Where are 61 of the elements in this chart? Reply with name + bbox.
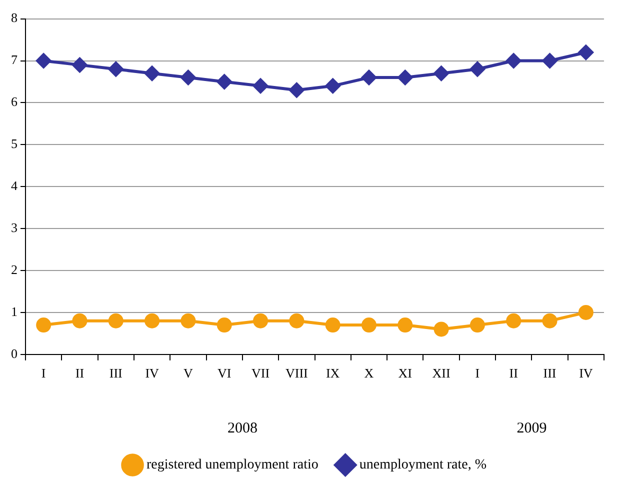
point xyxy=(398,318,413,333)
x-tick-label: I xyxy=(475,366,480,381)
x-tick-label: VIII xyxy=(285,366,308,381)
point xyxy=(36,53,52,68)
x-tick-label: IV xyxy=(145,366,160,381)
point xyxy=(36,318,52,333)
legend-label: registered unemployment ratio xyxy=(146,458,318,473)
x-tick-label: IX xyxy=(326,366,340,381)
point xyxy=(216,74,232,90)
point xyxy=(361,70,376,86)
text: 2008 xyxy=(227,420,258,436)
point xyxy=(506,53,522,68)
point xyxy=(180,313,196,328)
x-tick-label: VI xyxy=(218,366,232,381)
y-tick-label: 7 xyxy=(11,52,18,68)
point xyxy=(253,313,268,328)
point xyxy=(542,313,558,328)
point xyxy=(470,318,485,333)
y-tick-label: 1 xyxy=(11,304,18,319)
y-tick-label: 0 xyxy=(11,346,18,361)
y-tick-label: 3 xyxy=(11,220,18,235)
text: 2009 xyxy=(516,420,547,436)
point xyxy=(470,62,485,77)
y-tick-label: 8 xyxy=(11,10,18,26)
point xyxy=(108,313,124,328)
point xyxy=(506,313,522,328)
y-tick-label: 5 xyxy=(11,136,18,152)
point xyxy=(578,44,594,60)
point xyxy=(289,82,304,98)
point xyxy=(144,66,160,81)
x-tick-label: X xyxy=(364,366,374,381)
x-tick-label: II xyxy=(75,366,84,381)
point xyxy=(578,304,594,320)
point xyxy=(72,313,88,328)
y-tick-label: 2 xyxy=(11,262,18,277)
x-tick-label: VII xyxy=(251,366,270,381)
x-tick-label: I xyxy=(41,366,46,381)
x-tick-label: III xyxy=(543,366,556,381)
point xyxy=(144,313,160,328)
y-tick-label: 6 xyxy=(11,94,18,110)
point xyxy=(72,57,88,72)
point xyxy=(325,78,340,94)
y-tick-label: 4 xyxy=(11,178,18,194)
point xyxy=(434,66,449,81)
point xyxy=(434,322,449,337)
point xyxy=(398,70,413,86)
x-tick-label: XI xyxy=(398,366,412,381)
point xyxy=(361,318,376,333)
x-tick-label: XII xyxy=(432,366,450,381)
point xyxy=(180,70,196,86)
legend-label: unemployment rate, % xyxy=(359,458,487,473)
point xyxy=(542,53,558,68)
point xyxy=(253,78,268,94)
point xyxy=(216,318,232,333)
x-tick-label: IV xyxy=(579,366,594,381)
x-tick-label: V xyxy=(184,366,194,381)
point xyxy=(108,62,124,77)
x-tick-label: II xyxy=(509,366,518,381)
point xyxy=(325,318,340,333)
point xyxy=(289,313,304,328)
x-tick-label: III xyxy=(109,366,122,381)
